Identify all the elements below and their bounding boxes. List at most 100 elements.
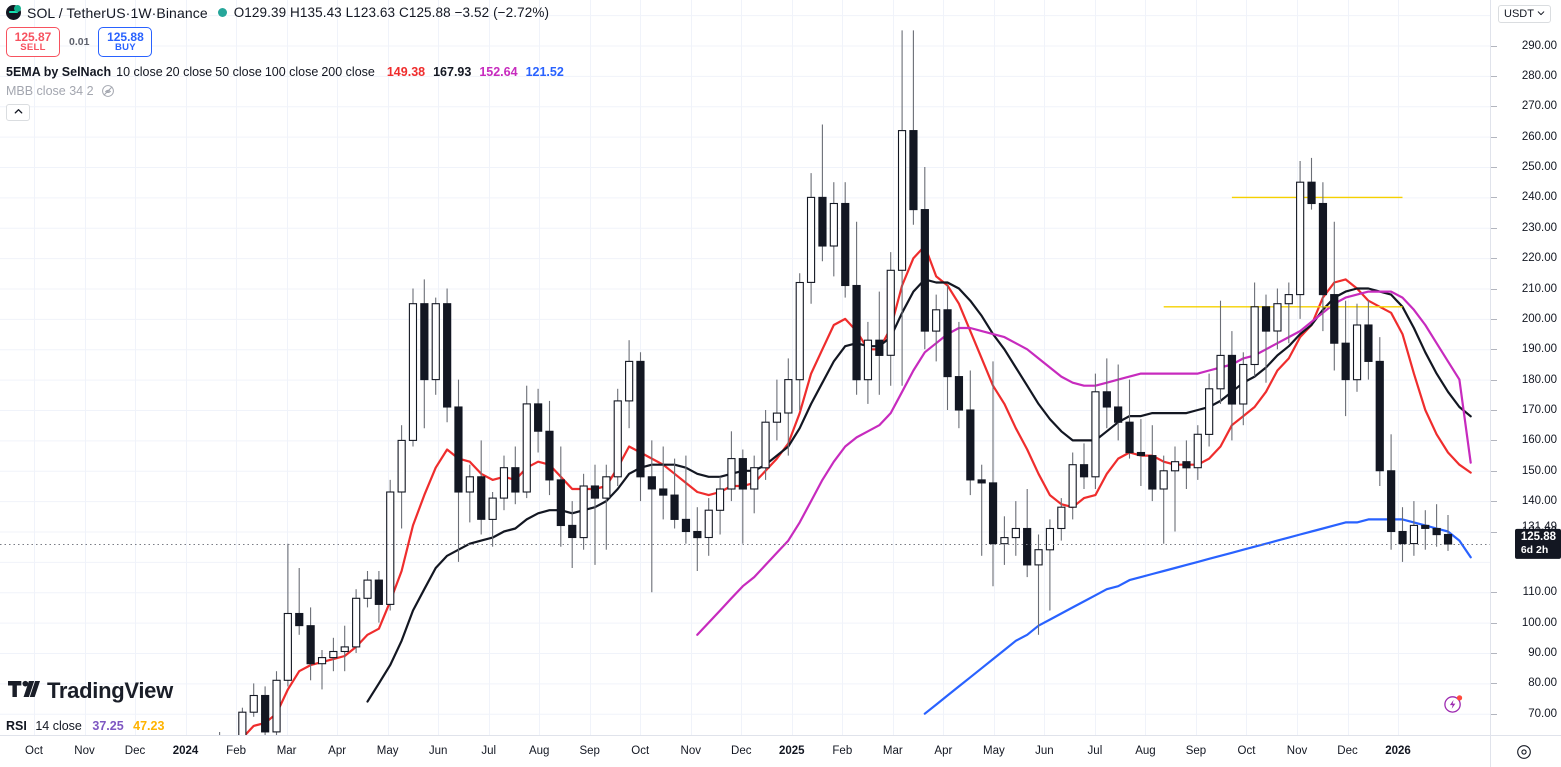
price-tick-mark <box>1491 531 1497 533</box>
lightning-bolt-icon[interactable] <box>1443 694 1463 714</box>
candle <box>1079 464 1089 478</box>
price-tick-mark <box>1491 683 1497 685</box>
price-tick-mark <box>1491 258 1497 260</box>
candle <box>636 360 645 478</box>
candle <box>352 597 361 648</box>
price-tick: 140.00 <box>1521 495 1557 508</box>
candle <box>568 524 577 539</box>
candle <box>1352 324 1362 381</box>
candle <box>534 403 543 432</box>
symbol-legend-row[interactable]: SOL / TetherUS · 1W · Binance O129.39 H1… <box>6 3 572 22</box>
time-tick: Oct <box>1237 745 1256 757</box>
chart-pane[interactable] <box>0 0 1490 735</box>
candle <box>1216 354 1225 390</box>
sell-button[interactable]: 125.87 SELL <box>6 27 60 57</box>
candle <box>1057 506 1066 530</box>
candle <box>1250 306 1259 366</box>
candle <box>272 679 281 733</box>
eye-off-icon[interactable] <box>101 84 115 98</box>
candle <box>238 711 247 735</box>
candle <box>499 467 509 499</box>
price-tick: 150.00 <box>1521 464 1557 477</box>
buy-button[interactable]: 125.88 BUY <box>98 27 153 57</box>
indicator-legend-rsi[interactable]: RSI 14 close 37.25 47.23 <box>6 719 164 733</box>
price-tick: 220.00 <box>1521 252 1557 265</box>
time-tick: Aug <box>1135 745 1156 757</box>
overlay-3 <box>923 518 1472 715</box>
ema-param: 50 close <box>215 64 262 79</box>
candle <box>1068 464 1077 508</box>
time-tick: Oct <box>25 745 43 757</box>
price-tick: 70.00 <box>1528 707 1557 720</box>
candle <box>715 488 725 511</box>
candle <box>613 400 622 478</box>
candle <box>1364 324 1373 362</box>
candle <box>875 339 884 356</box>
time-tick: Nov <box>74 745 95 757</box>
price-tick-mark <box>1491 622 1497 624</box>
clock-icon[interactable] <box>1516 744 1532 760</box>
price-tick: 270.00 <box>1521 100 1557 113</box>
collapse-legend-button[interactable] <box>6 104 30 121</box>
ema-value-1: 149.38 <box>386 64 426 79</box>
price-tick: 260.00 <box>1521 130 1557 143</box>
time-tick: 2026 <box>1385 745 1411 757</box>
candle <box>477 476 486 520</box>
bar-countdown: 6d 2h <box>1520 544 1549 557</box>
indicator-legend-mbb[interactable]: MBB close 34 2 <box>6 83 572 99</box>
candle <box>306 625 315 665</box>
tradingview-logo-icon <box>8 679 40 704</box>
mbb-indicator-title[interactable]: MBB close 34 2 <box>6 84 94 98</box>
ema-indicator-params: 10 close 20 close 50 close 100 close 200 clo… <box>116 65 378 79</box>
order-quantity[interactable]: 0.01 <box>69 36 90 48</box>
candle <box>602 476 611 499</box>
price-tick-mark <box>1491 227 1497 229</box>
price-unit-selector[interactable]: USDT <box>1498 5 1551 23</box>
price-tick: 160.00 <box>1521 434 1557 447</box>
candle <box>909 130 918 211</box>
candle <box>1193 433 1202 469</box>
indicator-legend-ema[interactable]: 5EMA by SelNach 10 close 20 close 50 close… <box>6 63 572 80</box>
time-tick: Dec <box>124 745 146 757</box>
price-tick-mark <box>1491 653 1497 654</box>
candle <box>647 476 656 490</box>
time-tick: Aug <box>528 745 550 757</box>
price-tick: 230.00 <box>1521 221 1557 234</box>
time-tick: Jul <box>481 745 497 757</box>
symbol-name[interactable]: SOL / TetherUS <box>27 4 126 21</box>
time-tick: Jun <box>1035 745 1054 757</box>
candle <box>738 458 747 490</box>
tradingview-watermark: TradingView <box>8 678 173 704</box>
time-scale[interactable]: Oct Nov Dec 2024 Feb Mar Apr May Jun Jul Aug Sep Oct… <box>0 735 1561 767</box>
candle <box>920 209 929 332</box>
candle <box>1409 524 1419 545</box>
candle <box>295 612 304 627</box>
candle <box>1170 461 1180 472</box>
candle <box>1091 391 1100 478</box>
exchange-label[interactable]: Binance <box>156 4 208 21</box>
ema-param: 10 close <box>116 64 163 79</box>
current-price-badge: 125.88 6d 2h <box>1514 528 1561 560</box>
time-tick: Dec <box>1337 745 1358 757</box>
ema-indicator-title[interactable]: 5EMA by SelNach <box>6 64 112 79</box>
candle <box>1227 354 1237 405</box>
time-tick: Oct <box>631 745 650 757</box>
ohlc-values: O129.39 H135.43 L123.63 C125.88 −3.52 (−… <box>233 5 550 20</box>
overlay-1 <box>366 278 1472 703</box>
candle <box>1318 202 1328 296</box>
candle <box>818 196 827 247</box>
candle <box>693 530 702 539</box>
series-status-dot <box>217 8 227 17</box>
ema-indicator-values: 149.38 167.93 152.64 121.52 <box>387 65 572 79</box>
price-scale[interactable]: USDT 290.00 280.00 270.00 260.00 250.00 240.0… <box>1490 0 1561 735</box>
ema-value-2: 167.93 <box>433 64 472 79</box>
price-tick: 80.00 <box>1528 677 1557 690</box>
candle <box>954 376 964 411</box>
price-tick: 240.00 <box>1521 191 1557 204</box>
time-tick: Feb <box>226 745 246 757</box>
candle <box>1398 530 1407 545</box>
interval-label[interactable]: 1W <box>130 4 152 21</box>
candle <box>829 202 838 247</box>
rsi-indicator-title[interactable]: RSI <box>6 719 27 733</box>
